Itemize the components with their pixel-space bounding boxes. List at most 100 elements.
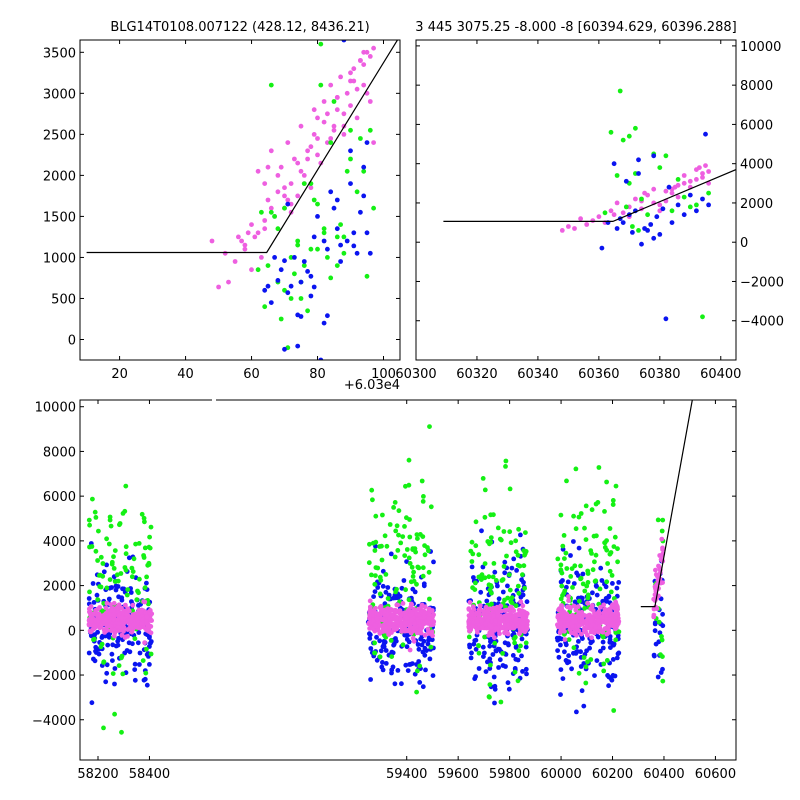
bottom-point (414, 689, 419, 695)
top-left-point (321, 320, 327, 326)
bottom-point (86, 596, 92, 601)
bottom-point (403, 627, 409, 633)
bottom-point (660, 611, 665, 617)
bottom-point (372, 548, 378, 553)
bottom-point (651, 612, 657, 618)
top-left-point (311, 234, 317, 240)
bottom-point (116, 594, 121, 600)
bottom-point (105, 642, 111, 648)
bottom-point (585, 600, 591, 606)
bottom-point (139, 621, 145, 626)
top-left-point (331, 205, 337, 211)
bottom-point (104, 600, 110, 606)
top-right-point (623, 204, 629, 210)
bottom-point (367, 541, 372, 547)
top-right-point (626, 133, 632, 139)
bottom-point (518, 643, 523, 649)
bottom-point (123, 567, 129, 573)
bottom-point (130, 602, 136, 608)
bottom-point (562, 649, 567, 655)
top-left-point (301, 263, 307, 268)
bottom-point (557, 630, 563, 636)
top-left-point (367, 54, 373, 59)
bottom-point (139, 511, 145, 517)
bottom-point (485, 618, 490, 624)
top-left-series-blue (262, 40, 373, 360)
top-left-point (311, 107, 317, 113)
bottom-point (103, 617, 109, 623)
bottom-point (367, 632, 373, 638)
top-left-point (242, 246, 248, 252)
bottom-point (398, 540, 404, 546)
bottom-point (136, 616, 142, 621)
bottom-point (517, 631, 522, 637)
bottom-point (602, 626, 608, 631)
top-left-point (371, 205, 376, 211)
top-left-point (331, 127, 337, 133)
bottom-point (476, 650, 482, 656)
bottom-point (137, 576, 142, 582)
bottom-point (424, 648, 429, 653)
top-left-point (298, 296, 304, 301)
bottom-point (558, 512, 564, 518)
bottom-point (391, 505, 396, 510)
bottom-point (427, 596, 432, 602)
top-right-point (599, 245, 605, 251)
bottom-point (614, 655, 620, 661)
top-right-point (669, 208, 675, 214)
bottom-point (472, 587, 478, 592)
top-right-point (672, 184, 678, 190)
bottom-point (373, 513, 379, 519)
bottom-point (502, 597, 507, 603)
top-right-point (596, 214, 602, 220)
top-left-point (334, 197, 340, 203)
top-left-point (275, 226, 281, 232)
top-right-point (660, 206, 666, 212)
bottom-point (585, 592, 591, 598)
bottom-point (381, 617, 386, 623)
bottom-point (416, 606, 421, 612)
bottom-point (423, 667, 428, 673)
bottom-point (487, 587, 493, 593)
top-left-point (364, 140, 370, 146)
bottom-point (411, 625, 417, 631)
top-left-point (305, 148, 310, 154)
bottom-x-tick-label: 58400 (129, 767, 170, 782)
bottom-point (658, 557, 664, 562)
bottom-point (491, 674, 497, 680)
bottom-point (613, 626, 618, 632)
bottom-point (573, 466, 579, 472)
bottom-point (516, 612, 522, 618)
bottom-point (566, 598, 571, 603)
bottom-point (605, 673, 610, 678)
bottom-point (512, 669, 518, 675)
bottom-point (394, 602, 400, 608)
bottom-point (395, 595, 401, 601)
top-left-point (255, 230, 261, 236)
bottom-point (519, 608, 525, 614)
bottom-point (422, 632, 428, 638)
bottom-point (118, 615, 124, 620)
top-right-point (630, 230, 635, 235)
bottom-point (87, 522, 92, 528)
bottom-point (92, 632, 97, 637)
top-left-point (334, 95, 340, 100)
bottom-point (141, 677, 147, 683)
bottom-point (390, 650, 396, 656)
bottom-y-tick-label: 4000 (43, 535, 76, 550)
bottom-point (112, 548, 118, 553)
top-right-point (636, 157, 641, 163)
bottom-y-tick-label: 10000 (35, 401, 76, 416)
bottom-point (560, 543, 566, 549)
bottom-point (377, 638, 383, 644)
bottom-point (373, 623, 379, 629)
top-right-point (675, 202, 681, 208)
bottom-point (492, 635, 497, 641)
bottom-x-tick-label: 59600 (437, 767, 478, 782)
bottom-point (560, 676, 566, 681)
bottom-point (594, 658, 600, 663)
bottom-point (148, 524, 154, 530)
bottom-point (511, 556, 517, 562)
bottom-point (660, 517, 666, 523)
top-right-point (694, 202, 699, 208)
